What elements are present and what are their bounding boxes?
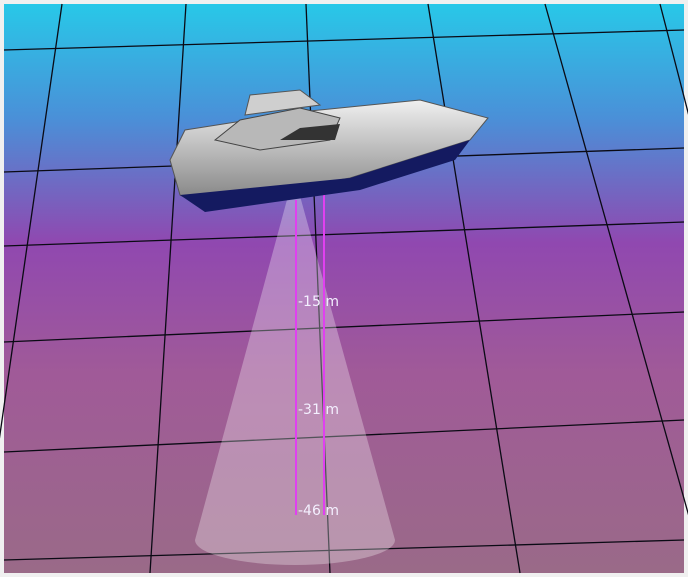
sonar-cone <box>195 185 395 565</box>
boat <box>169 89 489 212</box>
depth-label: -15 m <box>298 294 339 310</box>
depth-label: -31 m <box>298 402 339 418</box>
water-background <box>4 4 684 573</box>
depth-label: -46 m <box>298 503 339 519</box>
